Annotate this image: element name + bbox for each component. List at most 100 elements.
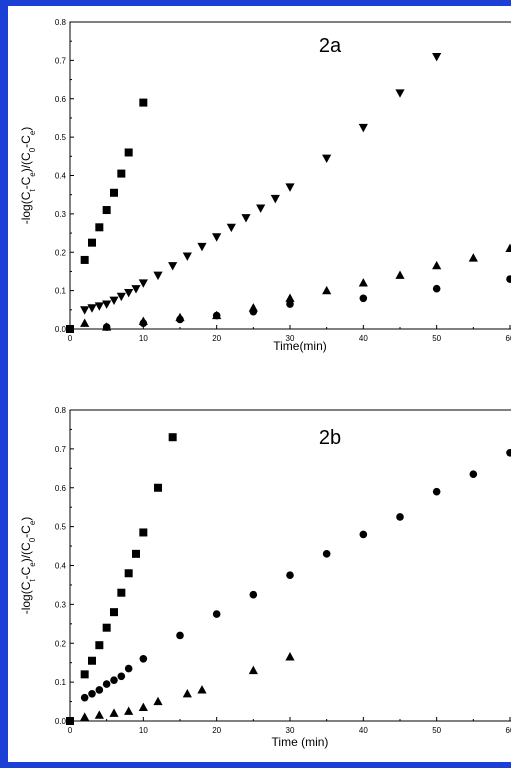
y-axis-title: -log(Ct-Ce)/(C0-Ce)	[19, 517, 37, 615]
chart-title: 2a	[319, 35, 342, 57]
data-point	[241, 214, 251, 223]
chart-panel-1: 0.0 0.1 0.2 0.3 0.4 0.5 0.6 0.7 0.8 0 10 20 30 40 50 60…	[19, 18, 511, 353]
data-point	[197, 685, 207, 694]
data-point	[505, 243, 511, 253]
x-tick-label: 60	[506, 726, 511, 735]
data-point	[182, 688, 192, 698]
series-2-triangle-down	[80, 52, 442, 315]
x-tick-label: 40	[359, 726, 368, 735]
data-point	[88, 689, 96, 698]
plot-frame	[69, 21, 511, 330]
y-tick-label: 0.5	[55, 523, 67, 532]
y-tick-label: 0.1	[55, 287, 67, 296]
x-tick-label: 10	[139, 334, 148, 343]
x-tick-label: 50	[432, 726, 441, 735]
data-point	[395, 270, 405, 279]
data-point	[117, 169, 126, 178]
data-point	[256, 204, 266, 213]
data-point	[285, 183, 295, 192]
data-point	[117, 588, 126, 597]
data-point	[248, 665, 258, 675]
series-4-circle	[66, 275, 511, 333]
data-point	[432, 52, 442, 62]
data-point	[249, 307, 258, 316]
y-tick-label: 0.0	[55, 325, 67, 334]
data-point	[285, 293, 295, 302]
data-point	[506, 275, 511, 283]
y-tick-label: 0.7	[55, 56, 67, 65]
data-point	[80, 693, 89, 702]
data-point	[432, 487, 441, 496]
data-point	[66, 717, 74, 725]
data-point	[94, 710, 104, 719]
y-tick-label: 0.6	[55, 95, 67, 104]
data-point	[286, 300, 294, 308]
y-tick-label: 0.6	[55, 484, 67, 493]
y-tick-label: 0.1	[55, 678, 67, 687]
data-point	[322, 285, 332, 295]
data-point	[176, 631, 184, 640]
x-axis-title: Time(min)	[273, 339, 327, 353]
data-point	[359, 294, 368, 303]
y-axis-title: -log(Ct-Ce)/(C0-Ce)	[19, 127, 37, 225]
series-3-triangle-up	[80, 243, 511, 331]
data-point	[358, 123, 368, 133]
x-tick-label: 20	[212, 726, 221, 735]
data-point	[139, 528, 148, 537]
data-point	[95, 223, 104, 232]
data-point	[124, 706, 134, 715]
data-point	[66, 325, 74, 333]
data-point	[322, 550, 331, 558]
data-point	[468, 253, 478, 262]
data-point	[286, 571, 294, 580]
x-tick-label: 30	[286, 726, 295, 735]
data-point	[80, 670, 89, 679]
data-point	[94, 302, 104, 311]
data-point	[506, 448, 511, 457]
data-point	[110, 676, 118, 684]
series-1-square	[66, 433, 177, 725]
data-point	[139, 655, 148, 663]
data-point	[102, 206, 111, 215]
series-2-circle	[80, 448, 511, 702]
data-point	[153, 696, 163, 706]
data-point	[109, 296, 119, 306]
data-point	[80, 712, 90, 721]
data-point	[139, 98, 148, 107]
data-point	[249, 590, 258, 599]
data-point	[285, 652, 295, 661]
data-point	[88, 238, 96, 247]
data-point	[469, 470, 478, 478]
data-point	[87, 304, 97, 313]
data-point	[110, 188, 118, 197]
data-point	[154, 483, 162, 492]
data-point	[80, 306, 90, 315]
data-point	[359, 530, 368, 539]
data-point	[131, 285, 141, 294]
y-tick-label: 0.4	[55, 562, 67, 571]
data-point	[138, 279, 148, 288]
plot-frame	[69, 409, 511, 722]
data-point	[270, 194, 280, 204]
x-axis-title: Time (min)	[272, 735, 329, 749]
y-tick-label: 0.4	[55, 172, 67, 181]
data-point	[109, 708, 119, 717]
data-point	[212, 610, 221, 618]
x-tick-label: 0	[68, 334, 73, 343]
data-point	[80, 255, 89, 264]
data-point	[168, 262, 178, 271]
data-point	[95, 686, 104, 694]
data-point	[110, 608, 118, 617]
data-point	[432, 260, 442, 270]
series-1-square	[66, 98, 148, 333]
y-tick-label: 0.0	[55, 717, 67, 726]
data-point	[139, 319, 148, 328]
x-tick-label: 0	[68, 726, 73, 735]
data-point	[102, 623, 111, 632]
data-point	[395, 89, 405, 98]
y-tick-label: 0.3	[55, 600, 67, 609]
data-point	[117, 672, 126, 681]
series-3-triangle-up	[80, 652, 295, 721]
